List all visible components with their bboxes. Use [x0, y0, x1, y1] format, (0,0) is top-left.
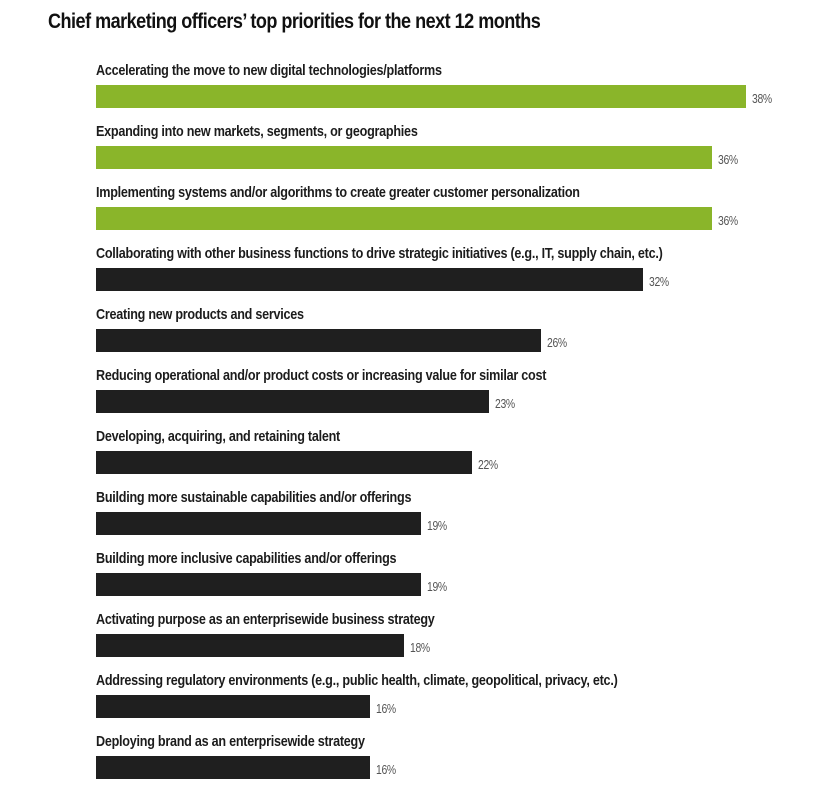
- bar: [96, 390, 489, 413]
- bar: [96, 695, 370, 718]
- bar-row: Implementing systems and/or algorithms t…: [96, 184, 816, 245]
- bar-value-label: 19%: [427, 518, 447, 533]
- bar: [96, 573, 421, 596]
- bar-container: 19%: [96, 573, 452, 596]
- bar-label: Deploying brand as an enterprisewide str…: [96, 733, 365, 750]
- bar-container: 36%: [96, 207, 743, 230]
- bar-label: Expanding into new markets, segments, or…: [96, 123, 418, 140]
- bar-row: Addressing regulatory environments (e.g.…: [96, 672, 816, 733]
- bar-row: Activating purpose as an enterprisewide …: [96, 611, 816, 672]
- bar-highlighted: [96, 146, 712, 169]
- bar-container: 16%: [96, 695, 401, 718]
- bar-row: Developing, acquiring, and retaining tal…: [96, 428, 816, 489]
- bar-container: 19%: [96, 512, 452, 535]
- bar-value-label: 38%: [752, 91, 772, 106]
- bar-label: Implementing systems and/or algorithms t…: [96, 184, 580, 201]
- bar-value-label: 32%: [649, 274, 669, 289]
- bar-row: Deploying brand as an enterprisewide str…: [96, 733, 816, 794]
- bar-row: Creating new products and services 26%: [96, 306, 816, 367]
- bar: [96, 268, 643, 291]
- bar-label: Addressing regulatory environments (e.g.…: [96, 672, 618, 689]
- bar-row: Expanding into new markets, segments, or…: [96, 123, 816, 184]
- bar-container: 22%: [96, 451, 503, 474]
- bar-row: Accelerating the move to new digital tec…: [96, 62, 816, 123]
- bar-label: Building more sustainable capabilities a…: [96, 489, 412, 506]
- chart-title: Chief marketing officers’ top priorities…: [48, 10, 541, 33]
- bar-value-label: 19%: [427, 579, 447, 594]
- bar-value-label: 22%: [478, 457, 498, 472]
- bar-value-label: 16%: [376, 701, 396, 716]
- bar-row: Building more sustainable capabilities a…: [96, 489, 816, 550]
- bar-row: Building more inclusive capabilities and…: [96, 550, 816, 611]
- bar-value-label: 36%: [718, 213, 738, 228]
- bar-container: 23%: [96, 390, 520, 413]
- bar-value-label: 16%: [376, 762, 396, 777]
- bar: [96, 451, 472, 474]
- bar-container: 16%: [96, 756, 401, 779]
- bar: [96, 512, 421, 535]
- bar-container: 18%: [96, 634, 435, 657]
- bar-chart: Accelerating the move to new digital tec…: [96, 62, 816, 794]
- bar-value-label: 26%: [547, 335, 567, 350]
- bar-label: Collaborating with other business functi…: [96, 245, 663, 262]
- bar: [96, 329, 541, 352]
- bar-container: 36%: [96, 146, 743, 169]
- bar-container: 32%: [96, 268, 674, 291]
- bar-label: Developing, acquiring, and retaining tal…: [96, 428, 341, 445]
- bar-label: Reducing operational and/or product cost…: [96, 367, 547, 384]
- bar-container: 26%: [96, 329, 572, 352]
- bar-label: Creating new products and services: [96, 306, 304, 323]
- bar-container: 38%: [96, 85, 777, 108]
- bar-label: Building more inclusive capabilities and…: [96, 550, 397, 567]
- bar: [96, 756, 370, 779]
- bar-value-label: 23%: [495, 396, 515, 411]
- bar-value-label: 36%: [718, 152, 738, 167]
- bar-highlighted: [96, 85, 746, 108]
- bar-row: Reducing operational and/or product cost…: [96, 367, 816, 428]
- bar-row: Collaborating with other business functi…: [96, 245, 816, 306]
- bar: [96, 634, 404, 657]
- bar-label: Activating purpose as an enterprisewide …: [96, 611, 435, 628]
- bar-highlighted: [96, 207, 712, 230]
- bar-value-label: 18%: [410, 640, 430, 655]
- bar-label: Accelerating the move to new digital tec…: [96, 62, 442, 79]
